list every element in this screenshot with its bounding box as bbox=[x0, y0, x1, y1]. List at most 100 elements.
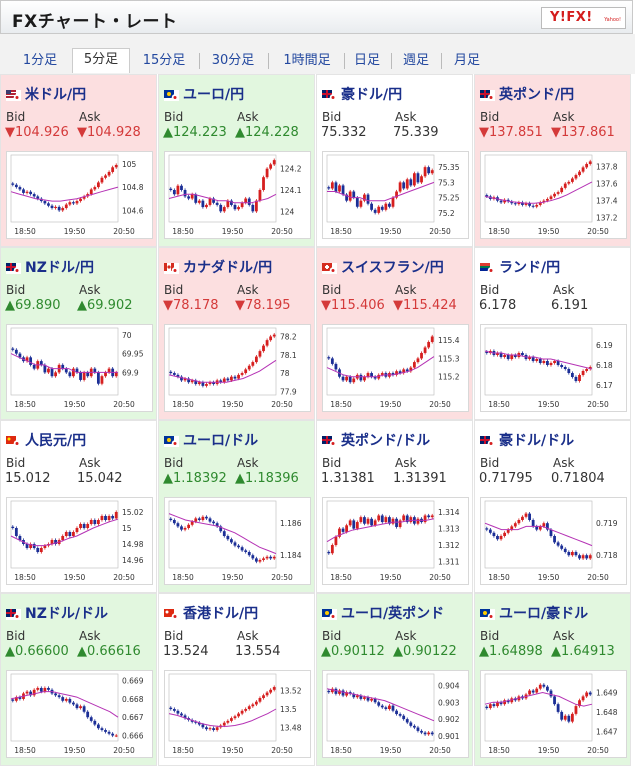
candle-body bbox=[391, 373, 395, 375]
pair-panel[interactable]: NZドル/円 Bid Ask ▲69.890 ▲69.902 70 69.95 69.9 18:… bbox=[0, 247, 157, 420]
tab-weekly[interactable]: 週足 bbox=[402, 53, 429, 68]
candle-body bbox=[423, 167, 427, 177]
pair-name-link[interactable]: ランド/円 bbox=[499, 260, 561, 276]
candle-body bbox=[107, 368, 111, 373]
mini-chart[interactable]: 0.669 0.668 0.667 0.666 18:50 19:50 20:50 bbox=[6, 670, 153, 758]
mini-chart[interactable]: 124.2 124.1 124 18:50 19:50 20:50 bbox=[164, 151, 311, 239]
tab-monthly[interactable]: 月足 bbox=[453, 53, 480, 68]
candle-body bbox=[86, 711, 90, 718]
candle-body bbox=[79, 372, 82, 380]
pair-name-link[interactable]: カナダドル/円 bbox=[183, 260, 273, 276]
candle-body bbox=[485, 351, 489, 353]
pair-panel[interactable]: ユーロ/円 Bid Ask ▲124.223 ▲124.228 124.2 124.1 124… bbox=[158, 74, 315, 247]
candle-body bbox=[25, 357, 29, 362]
candlestick-chart: 137.8 137.6 137.4 137.2 18:50 19:50 20:50 bbox=[484, 154, 618, 236]
mini-chart[interactable]: 115.4 115.3 115.2 18:50 19:50 20:50 bbox=[322, 324, 469, 412]
candle-body bbox=[409, 367, 413, 372]
pair-name-link[interactable]: NZドル/円 bbox=[25, 260, 94, 276]
candle-body bbox=[553, 193, 556, 197]
pair-name-link[interactable]: ユーロ/英ポンド bbox=[341, 606, 445, 622]
mini-chart[interactable]: 1.314 1.313 1.312 1.311 18:50 19:50 20:50 bbox=[322, 497, 469, 585]
candle-body bbox=[212, 382, 215, 385]
candle-body bbox=[503, 355, 507, 357]
mini-chart[interactable]: 15.02 15 14.98 14.96 18:50 19:50 20:50 bbox=[6, 497, 153, 585]
pair-name-link[interactable]: NZドル/ドル bbox=[25, 606, 108, 622]
mini-chart[interactable]: 78.2 78.1 78 77.9 18:50 19:50 20:50 bbox=[164, 324, 311, 412]
page-title: FXチャート・レート bbox=[12, 12, 178, 32]
pair-panel[interactable]: 英ポンド/ドル Bid Ask 1.31381 1.31391 1.314 1.313 1.3… bbox=[316, 420, 473, 593]
pair-name-link[interactable]: ユーロ/豪ドル bbox=[499, 606, 589, 622]
pair-panel[interactable]: 豪ドル/円 Bid Ask 75.332 75.339 75.35 75.3 75.25 75.… bbox=[316, 74, 473, 247]
tab-5min[interactable]: 5分足 bbox=[72, 48, 130, 73]
pair-panel[interactable]: ユーロ/ドル Bid Ask ▲1.18392 ▲1.18396 1.186 1.184 18… bbox=[158, 420, 315, 593]
candle-body bbox=[560, 545, 564, 549]
candle-body bbox=[409, 722, 413, 726]
candle-body bbox=[265, 340, 269, 346]
candle-body bbox=[169, 707, 173, 709]
yjfx-logo[interactable]: Y!FX! Yahoo! bbox=[541, 7, 626, 29]
candle-body bbox=[247, 706, 251, 709]
candle-body bbox=[556, 704, 560, 712]
y-tick-label: 75.35 bbox=[438, 163, 460, 172]
candle-body bbox=[61, 536, 65, 540]
mini-chart[interactable]: 1.186 1.184 18:50 19:50 20:50 bbox=[164, 497, 311, 585]
pair-name-link[interactable]: 英ポンド/ドル bbox=[341, 433, 431, 449]
pair-panel[interactable]: ランド/円 Bid Ask 6.178 6.191 6.19 6.18 6.17 18:50 19… bbox=[474, 247, 631, 420]
pair-name-link[interactable]: 香港ドル/円 bbox=[183, 606, 259, 622]
pair-panel[interactable]: カナダドル/円 Bid Ask ▼78.178 ▼78.195 78.2 78.1 78 77.… bbox=[158, 247, 315, 420]
y-tick-label: 137.8 bbox=[596, 163, 618, 172]
pair-name-link[interactable]: 人民元/円 bbox=[25, 433, 87, 449]
pair-name-link[interactable]: スイスフラン/円 bbox=[341, 260, 444, 276]
ask-value: 1.31391 bbox=[393, 471, 447, 486]
mini-chart[interactable]: 0.904 0.903 0.902 0.901 18:50 19:50 20:50 bbox=[322, 670, 469, 758]
pair-name-link[interactable]: 米ドル/円 bbox=[25, 87, 87, 103]
pair-panel[interactable]: 米ドル/円 Bid Ask ▼104.926 ▼104.928 105 104.8 104.6… bbox=[0, 74, 157, 247]
moving-average-line bbox=[326, 688, 435, 722]
candle-body bbox=[190, 380, 194, 383]
pair-panel[interactable]: NZドル/ドル Bid Ask ▲0.66600 ▲0.66616 0.669 0.668 0… bbox=[0, 593, 157, 766]
y-tick-label: 0.903 bbox=[438, 698, 460, 707]
tab-1hour[interactable]: 1時間足 bbox=[283, 53, 331, 68]
x-tick-label: 19:50 bbox=[222, 400, 244, 409]
tab-30min[interactable]: 30分足 bbox=[211, 53, 255, 68]
pair-panel[interactable]: ユーロ/豪ドル Bid Ask ▲1.64898 ▲1.64913 1.649 1.648 1… bbox=[474, 593, 631, 766]
mini-chart[interactable]: 0.719 0.718 18:50 19:50 20:50 bbox=[480, 497, 627, 585]
mini-chart[interactable]: 75.35 75.3 75.25 75.2 18:50 19:50 20:50 bbox=[322, 151, 469, 239]
pair-panel[interactable]: スイスフラン/円 Bid Ask ▼115.406 ▼115.424 115.4 115.3… bbox=[316, 247, 473, 420]
pair-name-link[interactable]: ユーロ/円 bbox=[183, 87, 245, 103]
y-tick-label: 15.02 bbox=[122, 508, 144, 517]
mini-chart[interactable]: 70 69.95 69.9 18:50 19:50 20:50 bbox=[6, 324, 153, 412]
pair-panel[interactable]: ユーロ/英ポンド Bid Ask ▲0.90112 ▲0.90122 0.904 0.903… bbox=[316, 593, 473, 766]
candle-body bbox=[114, 512, 118, 519]
candle-body bbox=[169, 188, 173, 190]
pair-name-link[interactable]: 豪ドル/ドル bbox=[499, 433, 575, 449]
candle-body bbox=[47, 687, 50, 690]
hk-jp-flag-icon bbox=[164, 605, 179, 620]
candlestick-chart: 1.186 1.184 18:50 19:50 20:50 bbox=[168, 500, 302, 582]
mini-chart[interactable]: 105 104.8 104.6 18:50 19:50 20:50 bbox=[6, 151, 153, 239]
x-tick-label: 20:50 bbox=[271, 400, 293, 409]
mini-chart[interactable]: 13.52 13.5 13.48 18:50 19:50 20:50 bbox=[164, 670, 311, 758]
candle-body bbox=[240, 202, 244, 208]
candle-body bbox=[111, 167, 115, 172]
tab-1min[interactable]: 1分足 bbox=[22, 53, 58, 68]
tab-daily[interactable]: 日足 bbox=[353, 53, 380, 68]
ask-value: 0.71804 bbox=[551, 471, 605, 486]
pair-panel[interactable]: 香港ドル/円 Bid Ask 13.524 13.554 13.52 13.5 13.48 18… bbox=[158, 593, 315, 766]
tab-15min[interactable]: 15分足 bbox=[142, 53, 186, 68]
pair-name-link[interactable]: 豪ドル/円 bbox=[341, 87, 403, 103]
mini-chart[interactable]: 6.19 6.18 6.17 18:50 19:50 20:50 bbox=[480, 324, 627, 412]
ask-value: 15.042 bbox=[77, 471, 123, 486]
candle-body bbox=[212, 198, 215, 203]
pair-panel[interactable]: 英ポンド/円 Bid Ask ▼137.851 ▼137.861 137.8 137.6 13… bbox=[474, 74, 631, 247]
pair-name-link[interactable]: 英ポンド/円 bbox=[499, 87, 575, 103]
pair-name-link[interactable]: ユーロ/ドル bbox=[183, 433, 259, 449]
y-tick-label: 1.312 bbox=[438, 541, 460, 550]
candle-body bbox=[488, 704, 492, 709]
candle-body bbox=[427, 732, 431, 735]
pair-panel[interactable]: 人民元/円 Bid Ask 15.012 15.042 15.02 15 14.98 14.96… bbox=[0, 420, 157, 593]
mini-chart[interactable]: 1.649 1.648 1.647 18:50 19:50 20:50 bbox=[480, 670, 627, 758]
pair-panel[interactable]: 豪ドル/ドル Bid Ask 0.71795 0.71804 0.719 0.718 18:5… bbox=[474, 420, 631, 593]
mini-chart[interactable]: 137.8 137.6 137.4 137.2 18:50 19:50 20:50 bbox=[480, 151, 627, 239]
y-tick-label: 1.313 bbox=[438, 525, 460, 534]
